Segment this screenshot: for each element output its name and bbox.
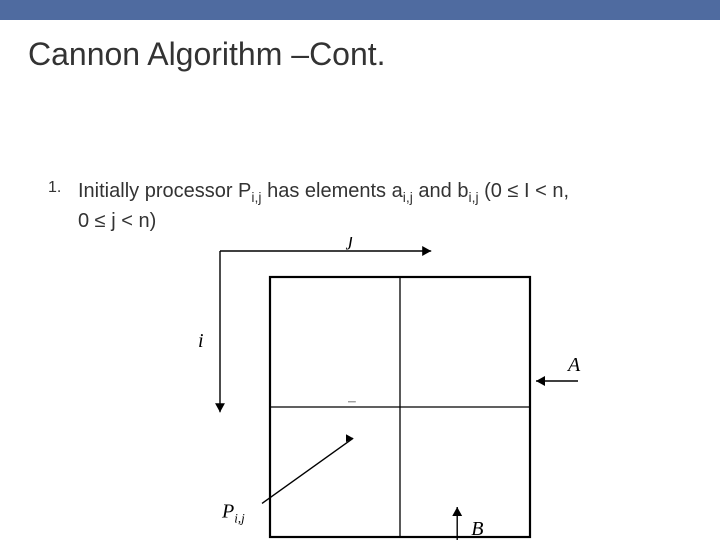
t3s: i,j [468,189,478,205]
svg-text:A: A [566,354,581,376]
t2: has elements a [262,180,403,202]
t1s: i,j [251,189,261,205]
bullet-text: Initially processor Pi,j has elements ai… [78,179,569,233]
accent-bar [0,0,720,20]
svg-text:B: B [471,518,483,540]
t2s: i,j [403,189,413,205]
svg-text:Pi,j: Pi,j [221,500,245,525]
list-number: 1. [48,179,61,197]
svg-text:j: j [345,237,354,250]
t3: and b [413,180,469,202]
svg-text:i: i [198,330,204,352]
slide-title: Cannon Algorithm –Cont. [0,20,720,73]
t1: Initially processor P [78,180,251,202]
t4: (0 ≤ I < n, [479,180,569,202]
diagram: j i A B Pi,j [165,237,595,540]
bullet-line1: Initially processor Pi,j has elements ai… [78,180,569,202]
bullet-line2: 0 ≤ j < n) [78,210,156,232]
